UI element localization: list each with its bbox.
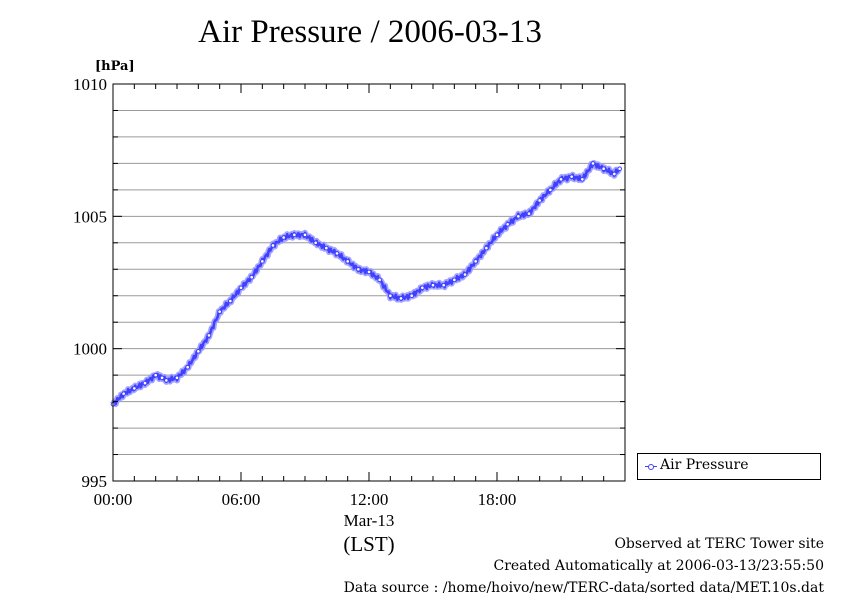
data-point: [526, 211, 532, 216]
data-point: [238, 285, 244, 291]
grid-lines: [113, 109, 625, 456]
data-point: [516, 214, 521, 219]
data-point: [334, 251, 340, 256]
data-point: [612, 171, 617, 177]
data-point: [121, 391, 126, 396]
data-point: [617, 166, 622, 171]
plot-frame: [112, 83, 626, 482]
data-point: [388, 293, 393, 299]
data-point: [462, 272, 468, 277]
data-point: [302, 232, 308, 238]
data-point: [580, 176, 585, 182]
footer-created-timestamp: Created Automatically at 2006-03-13/23:5…: [493, 558, 824, 574]
x-axis-title: (LST): [343, 532, 394, 556]
data-point: [569, 174, 574, 179]
data-point: [324, 245, 329, 251]
data-point: [452, 277, 457, 283]
data-point: [398, 296, 404, 301]
data-point: [132, 386, 137, 391]
data-point: [270, 243, 276, 248]
data-point: [164, 378, 169, 383]
axis-labels: 995 1000 1005 1010 00:00 06:00 12:00 18:00 Mar-1…: [73, 59, 516, 556]
chart-title: Air Pressure / 2006-03-13: [198, 14, 542, 50]
x-tick-label: 18:00: [478, 490, 517, 509]
data-point: [430, 282, 436, 288]
data-point: [281, 235, 286, 240]
data-point: [548, 187, 553, 193]
y-tick-label: 1005: [73, 207, 107, 226]
y-unit-label: [hPa]: [95, 59, 135, 74]
data-point: [537, 198, 542, 203]
data-point: [377, 277, 382, 283]
data-point: [196, 349, 201, 354]
data-point: [153, 372, 158, 378]
x-tick-label: 06:00: [222, 490, 261, 509]
data-point: [484, 245, 489, 251]
data-point: [159, 375, 165, 381]
x-tick-label: 12:00: [350, 490, 389, 509]
legend-swatch: [645, 464, 657, 470]
data-point: [185, 364, 190, 370]
data-point: [292, 232, 297, 238]
data-point: [366, 269, 372, 275]
axis-ticks: [112, 83, 626, 482]
data-point: [494, 232, 500, 238]
footer-data-source: Data source : /home/hoivo/new/TERC-data/…: [343, 580, 824, 596]
footer-observed-site: Observed at TERC Tower site: [614, 536, 824, 552]
x-tick-label: 00:00: [94, 490, 133, 509]
data-point: [420, 285, 425, 291]
data-point: [313, 240, 318, 246]
y-tick-label: 995: [82, 472, 108, 491]
data-point: [142, 380, 148, 386]
data-point: [345, 259, 350, 264]
x-date-label: Mar-13: [344, 511, 395, 530]
data-point: [558, 176, 564, 182]
data-point: [217, 309, 222, 314]
data-point: [356, 266, 361, 272]
y-tick-label: 1000: [73, 340, 107, 359]
series-air-pressure: [110, 160, 622, 408]
legend: Air Pressure: [637, 453, 821, 480]
data-point: [174, 375, 180, 381]
y-tick-label: 1010: [73, 75, 107, 94]
data-point: [473, 259, 478, 264]
data-point: [206, 333, 212, 338]
data-point: [228, 298, 233, 304]
data-point: [441, 282, 446, 288]
data-point: [260, 259, 265, 264]
data-point: [249, 274, 254, 280]
data-point: [505, 221, 510, 227]
data-point: [409, 293, 414, 299]
data-point: [590, 161, 596, 166]
legend-label-air-pressure: Air Pressure: [660, 457, 749, 473]
data-point: [601, 166, 606, 171]
